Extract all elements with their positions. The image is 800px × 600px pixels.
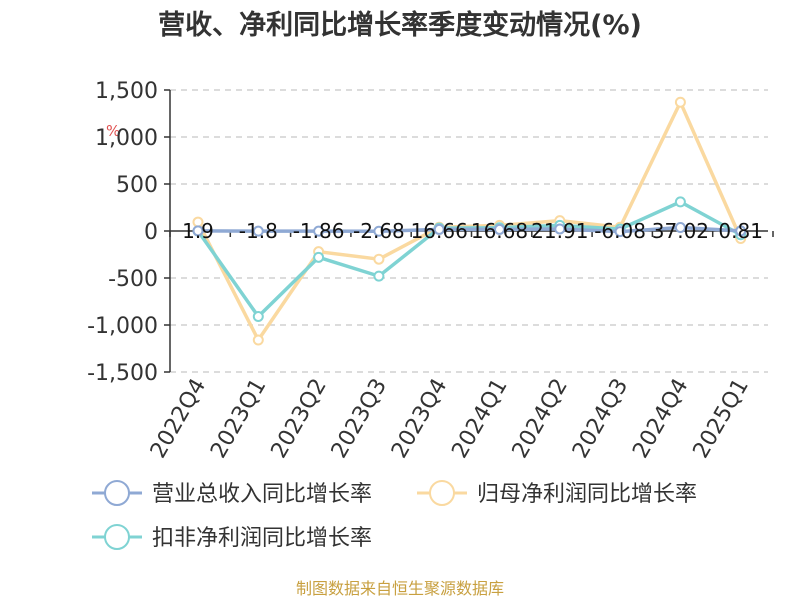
x-tick-label: 2023Q1 xyxy=(206,375,271,463)
legend-label: 归母净利润同比增长率 xyxy=(477,482,697,507)
data-point xyxy=(433,223,445,235)
x-tick-label: 2025Q1 xyxy=(689,375,754,463)
source-note: 制图数据来自恒生聚源数据库 xyxy=(296,579,504,598)
data-label: 37.02 xyxy=(652,219,709,243)
legend-swatch-marker xyxy=(104,524,130,550)
y-tick-label: -1,000 xyxy=(87,314,158,339)
data-point xyxy=(373,253,385,265)
x-tick-label: 2024Q2 xyxy=(508,375,573,463)
data-label: -1.8 xyxy=(239,219,278,243)
data-label: 16.66 xyxy=(411,219,468,243)
data-point xyxy=(674,222,686,234)
data-label: -6.08 xyxy=(594,219,646,243)
y-tick-label: 1,500 xyxy=(95,79,158,104)
data-point xyxy=(674,96,686,108)
data-point xyxy=(313,225,325,237)
data-point xyxy=(252,334,264,346)
x-tick-label: 2023Q3 xyxy=(327,375,392,463)
y-tick-label: -500 xyxy=(108,267,158,292)
data-point xyxy=(373,225,385,237)
legend-label: 扣非净利润同比增长率 xyxy=(152,526,372,551)
series-line-0 xyxy=(197,225,741,234)
data-point xyxy=(735,225,747,237)
data-point xyxy=(192,225,204,237)
data-label: 16.68 xyxy=(471,219,528,243)
data-point xyxy=(252,225,264,237)
data-point xyxy=(554,223,566,235)
data-point xyxy=(252,311,264,323)
x-tick-label: 2024Q3 xyxy=(568,375,633,463)
data-point xyxy=(494,223,505,235)
x-tick-label: 2024Q1 xyxy=(447,375,512,463)
legend-label: 营业总收入同比增长率 xyxy=(152,482,372,507)
y-tick-label: 500 xyxy=(116,173,158,198)
y-tick-label: 1,000 xyxy=(95,126,158,151)
data-label: 0.81 xyxy=(718,219,763,243)
x-tick-label: 2023Q2 xyxy=(266,375,331,463)
data-labels: 1.9 -1.8 -1.86 -2.68 16.66 16.68 21.91 -6.08 37.… xyxy=(182,219,763,243)
legend-swatch-marker xyxy=(104,480,130,506)
data-point xyxy=(614,226,626,238)
x-tick-label: 2024Q4 xyxy=(628,375,693,463)
x-tick-label: 2022Q4 xyxy=(146,375,211,463)
data-label: 1.9 xyxy=(182,219,214,243)
x-tick-label: 2023Q4 xyxy=(387,375,452,463)
data-label: -2.68 xyxy=(353,219,405,243)
data-point xyxy=(373,270,385,282)
data-label: 21.91 xyxy=(531,219,588,243)
grid xyxy=(170,89,768,373)
y-tick-label: 0 xyxy=(144,220,158,245)
y-tick-label: -1,500 xyxy=(87,361,158,386)
data-point xyxy=(313,251,325,263)
series-layer xyxy=(192,96,747,346)
stray-percent-mark: % xyxy=(106,122,120,140)
chart-title: 营收、净利同比增长率季度变动情况(%) xyxy=(158,9,642,41)
data-label: -1.86 xyxy=(293,219,345,243)
data-point xyxy=(674,196,686,208)
legend-swatch-marker xyxy=(429,480,455,506)
